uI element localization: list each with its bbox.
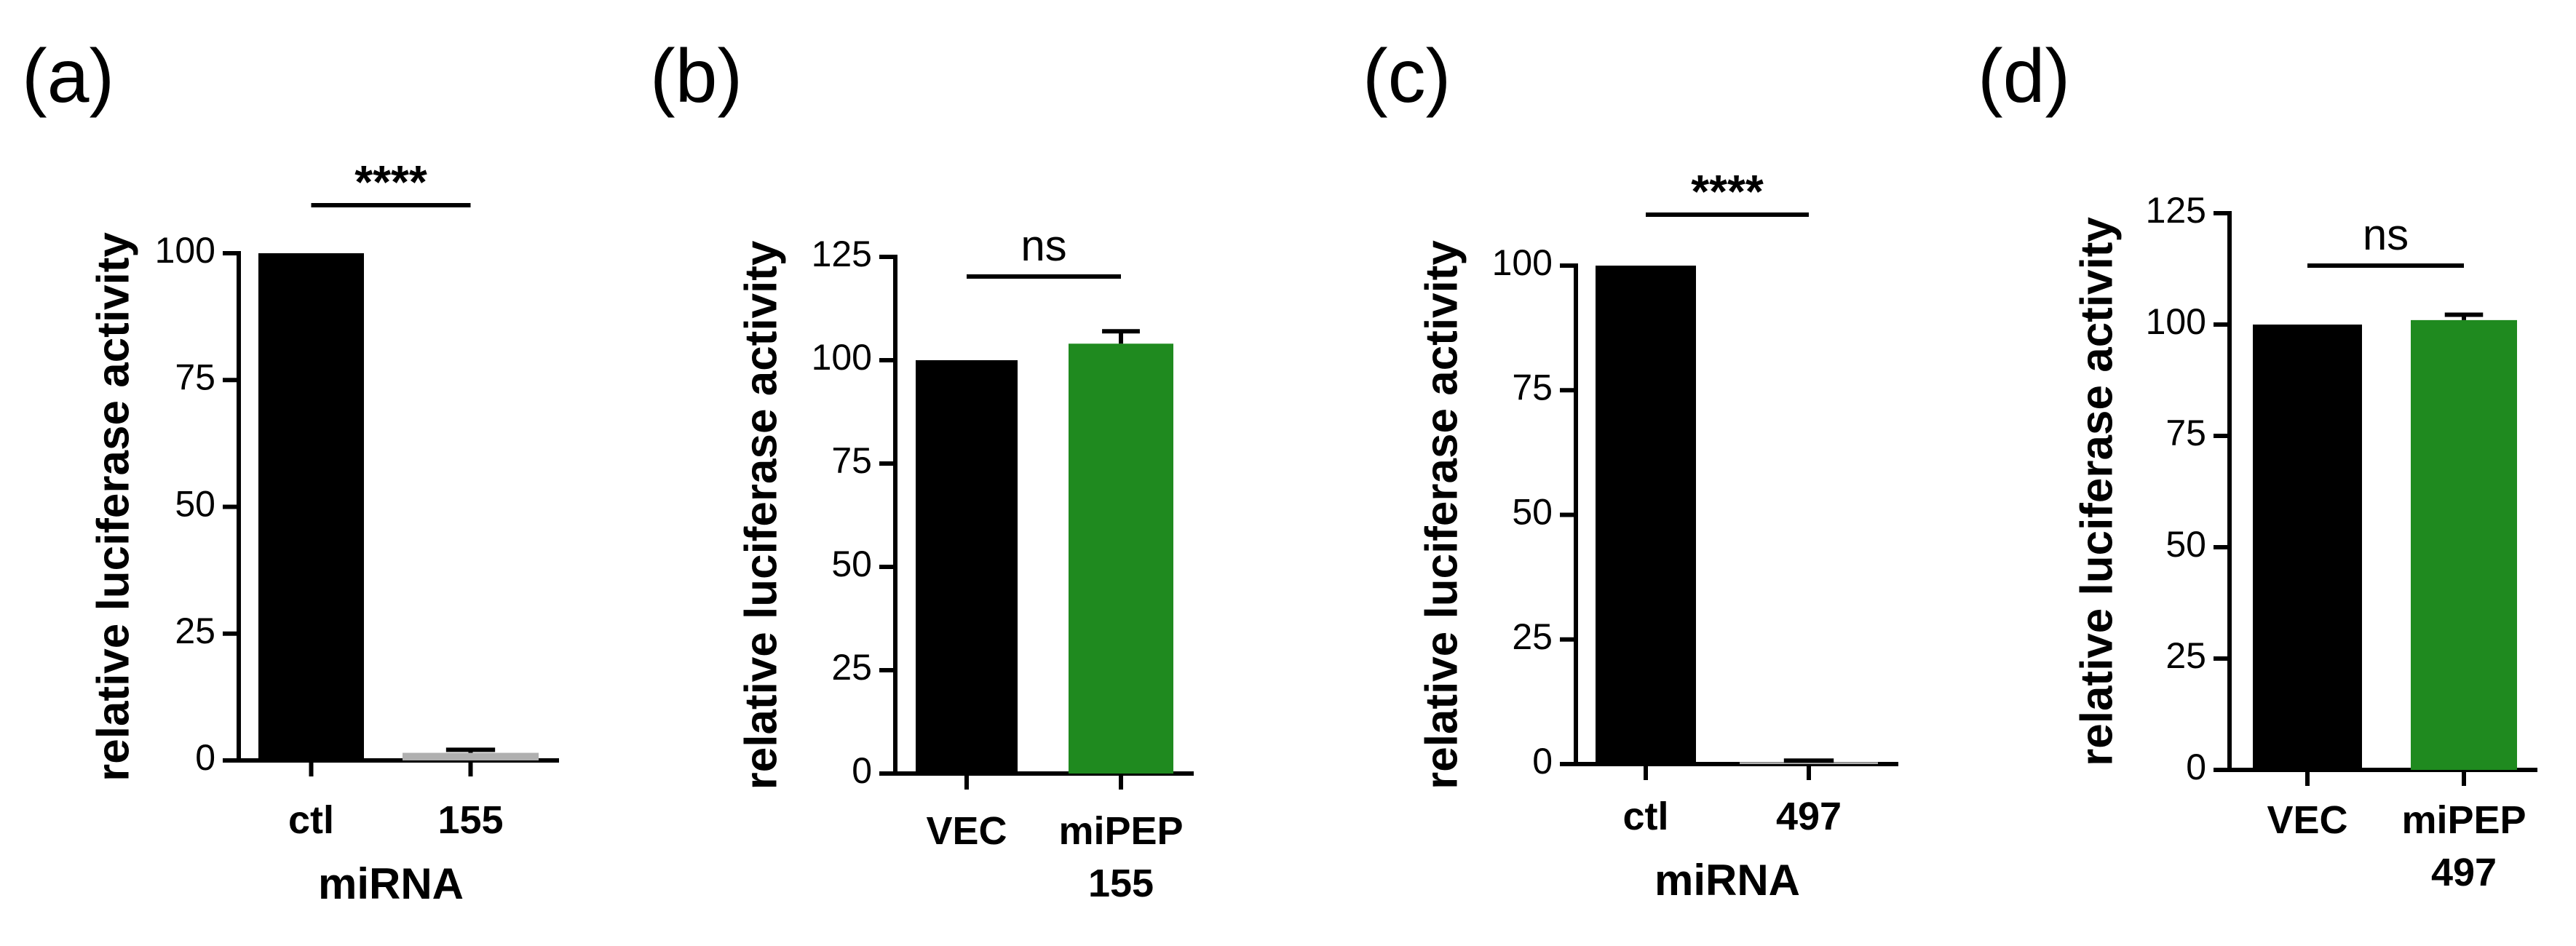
y-tick-label: 100 bbox=[155, 230, 215, 271]
y-axis-title: relative luciferase activity bbox=[1416, 240, 1467, 790]
x-category-label: miPEP bbox=[2401, 798, 2526, 842]
y-tick-label: 125 bbox=[812, 234, 872, 274]
bar-1 bbox=[2411, 319, 2517, 770]
x-category-label: VEC bbox=[2267, 798, 2347, 842]
y-tick-label: 0 bbox=[2186, 747, 2206, 787]
y-tick-label: 50 bbox=[2165, 524, 2206, 565]
bar-1 bbox=[1069, 343, 1173, 774]
x-category-label: VEC bbox=[926, 809, 1007, 853]
y-tick-label: 50 bbox=[831, 544, 872, 584]
x-axis-title: miRNA bbox=[1654, 856, 1800, 905]
panel-label: (d) bbox=[1978, 34, 2070, 119]
y-tick-label: 50 bbox=[175, 484, 215, 525]
y-tick-label: 75 bbox=[2165, 413, 2206, 453]
y-tick-label: 25 bbox=[2165, 635, 2206, 676]
y-axis-title: relative luciferase activity bbox=[736, 240, 786, 790]
y-tick-label: 100 bbox=[812, 337, 872, 378]
significance-label: ns bbox=[1021, 221, 1066, 270]
significance-label: **** bbox=[1691, 165, 1764, 218]
y-tick-label: 100 bbox=[2146, 301, 2206, 342]
significance-label: ns bbox=[2363, 210, 2409, 259]
panel-label: (a) bbox=[22, 34, 114, 119]
bar-0 bbox=[1596, 266, 1696, 764]
x-category-label: ctl bbox=[1622, 795, 1668, 838]
bar-0 bbox=[916, 360, 1018, 774]
y-tick-label: 125 bbox=[2146, 190, 2206, 231]
y-tick-label: 50 bbox=[1512, 492, 1553, 533]
x-category-label: miPEP bbox=[1058, 809, 1183, 853]
y-tick-label: 0 bbox=[1532, 741, 1553, 782]
y-tick-label: 75 bbox=[831, 440, 872, 481]
bar-0 bbox=[258, 253, 364, 760]
bar-1 bbox=[403, 752, 539, 760]
y-tick-label: 100 bbox=[1492, 242, 1553, 283]
panel-label: (c) bbox=[1363, 34, 1451, 119]
y-tick-label: 75 bbox=[175, 357, 215, 397]
x-category-label: 155 bbox=[437, 798, 503, 842]
y-tick-label: 0 bbox=[852, 750, 872, 791]
bar-1 bbox=[1740, 762, 1878, 764]
panel-label: (b) bbox=[650, 34, 742, 119]
y-axis-title: relative luciferase activity bbox=[2072, 217, 2122, 766]
x-category-label: 155 bbox=[1088, 862, 1154, 905]
x-category-label: ctl bbox=[288, 798, 334, 842]
y-tick-label: 25 bbox=[831, 647, 872, 688]
y-tick-label: 25 bbox=[175, 611, 215, 651]
y-tick-label: 75 bbox=[1512, 367, 1553, 408]
y-tick-label: 25 bbox=[1512, 616, 1553, 657]
bar-0 bbox=[2253, 325, 2362, 770]
x-axis-title: miRNA bbox=[318, 859, 464, 908]
x-category-label: 497 bbox=[2431, 851, 2497, 894]
y-tick-label: 0 bbox=[195, 737, 215, 778]
y-axis-title: relative luciferase activity bbox=[88, 232, 138, 782]
significance-label: **** bbox=[354, 156, 427, 208]
x-category-label: 497 bbox=[1776, 795, 1842, 838]
